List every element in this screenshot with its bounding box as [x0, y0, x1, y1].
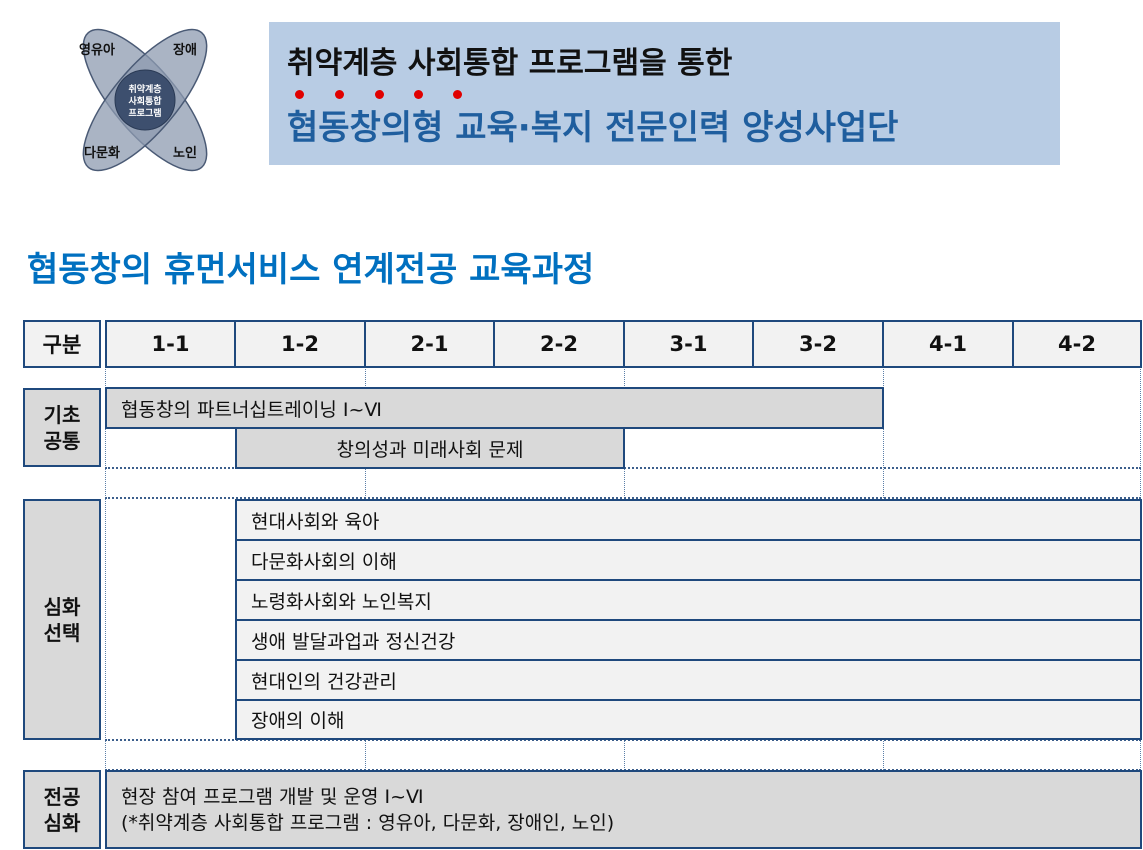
logo-petal: 영유아	[79, 42, 115, 58]
title-line-1: 취약계층 사회통합 프로그램을 통한	[287, 46, 733, 81]
logo-center: 사회통합	[128, 95, 162, 107]
label-line: 공통	[43, 428, 81, 453]
guide-line	[105, 497, 1141, 499]
column-header: 2-1	[364, 320, 495, 368]
logo-center: 프로그램	[128, 107, 161, 119]
column-header: 1-2	[234, 320, 366, 368]
column-header: 3-2	[752, 320, 884, 368]
column-header: 1-1	[105, 320, 236, 368]
label-line: 전공	[43, 784, 81, 809]
emphasis-dot	[414, 90, 423, 99]
logo-petal: 다문화	[84, 145, 120, 161]
course-bar: 창의성과 미래사회 문제	[235, 427, 625, 469]
course-bar: 현대인의 건강관리	[235, 659, 1142, 701]
label-line: 선택	[43, 620, 81, 645]
course-bar: 현장 참여 프로그램 개발 및 운영 Ⅰ~Ⅵ (*취약계층 사회통합 프로그램 …	[105, 770, 1142, 849]
group-label-major: 전공 심화	[23, 770, 101, 849]
column-header: 2-2	[493, 320, 625, 368]
course-bar: 협동창의 파트너십트레이닝 Ⅰ~Ⅵ	[105, 387, 884, 429]
course-bar: 노령화사회와 노인복지	[235, 579, 1142, 621]
guide-line	[105, 739, 1141, 741]
column-header: 4-1	[882, 320, 1014, 368]
emphasis-dot	[335, 90, 344, 99]
logo-petal: 장애	[173, 42, 197, 58]
label-line: 심화	[43, 594, 81, 619]
column-header: 3-1	[623, 320, 754, 368]
group-label-advanced: 심화 선택	[23, 499, 101, 740]
course-note: (*취약계층 사회통합 프로그램 : 영유아, 다문화, 장애인, 노인)	[121, 811, 615, 834]
label-line: 심화	[43, 810, 81, 835]
logo-petal: 노인	[173, 145, 197, 161]
program-logo: 영유아 장애 다문화 노인 취약계층 사회통합 프로그램	[79, 28, 208, 172]
corner-header: 구분	[23, 320, 101, 368]
title-box	[269, 22, 1060, 165]
guide-line	[105, 367, 106, 772]
page-heading: 협동창의 휴먼서비스 연계전공 교육과정	[27, 250, 595, 290]
title-line-2: 협동창의형 교육·복지 전문인력 양성사업단	[287, 108, 899, 148]
emphasis-dot	[453, 90, 462, 99]
course-bar: 생애 발달과업과 정신건강	[235, 619, 1142, 661]
group-label-basic: 기초 공통	[23, 388, 101, 467]
course-bar: 현대사회와 육아	[235, 499, 1142, 541]
emphasis-dot	[295, 90, 304, 99]
emphasis-dot	[375, 90, 384, 99]
course-bar: 장애의 이해	[235, 699, 1142, 740]
logo-center: 취약계층	[128, 83, 161, 95]
column-header: 4-2	[1012, 320, 1142, 368]
course-bar: 다문화사회의 이해	[235, 539, 1142, 581]
course-title: 현장 참여 프로그램 개발 및 운영 Ⅰ~Ⅵ	[121, 785, 424, 808]
label-line: 기초	[43, 402, 81, 427]
